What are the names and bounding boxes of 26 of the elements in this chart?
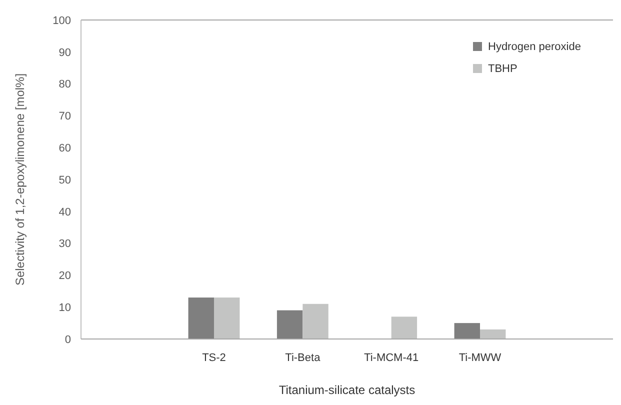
y-tick-label: 50 — [58, 174, 71, 186]
bar — [391, 316, 418, 339]
y-tick-label: 30 — [58, 238, 71, 250]
y-tick-label: 100 — [52, 14, 71, 27]
legend-label: Hydrogen peroxide — [488, 41, 581, 53]
y-tick-label: 80 — [58, 78, 71, 91]
y-tick-label: 20 — [58, 270, 71, 282]
x-tick-label: Ti-MWW — [458, 352, 502, 364]
bar — [302, 304, 328, 339]
bar — [276, 310, 303, 339]
bar — [214, 298, 240, 339]
y-tick-label: 10 — [58, 302, 71, 314]
bar — [454, 323, 480, 339]
x-tick-label: TS-2 — [202, 352, 226, 364]
x-axis-title: Titanium-silicate catalysts — [278, 383, 416, 397]
bar — [188, 298, 214, 339]
y-tick-label: 70 — [58, 110, 71, 123]
bar — [480, 329, 506, 339]
y-axis-title: Selectivity of 1,2-epoxylimonene [mol%] — [13, 73, 27, 286]
legend-label: TBHP — [488, 63, 518, 75]
x-tick-label: Ti-MCM-41 — [364, 352, 419, 364]
y-tick-label: 40 — [58, 206, 71, 218]
y-tick-label: 0 — [64, 334, 71, 346]
x-tick-label: Ti-Beta — [285, 352, 322, 364]
y-tick-label: 60 — [58, 142, 71, 154]
y-tick-label: 90 — [58, 46, 71, 59]
